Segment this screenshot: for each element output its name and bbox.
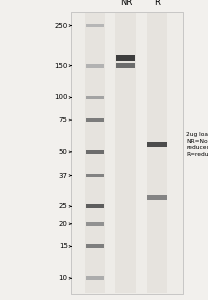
Text: 20: 20	[59, 221, 68, 227]
Text: NR: NR	[120, 0, 132, 7]
FancyBboxPatch shape	[86, 95, 104, 99]
FancyBboxPatch shape	[86, 150, 104, 154]
FancyBboxPatch shape	[71, 12, 183, 294]
FancyBboxPatch shape	[86, 64, 104, 68]
FancyBboxPatch shape	[116, 63, 135, 68]
FancyBboxPatch shape	[86, 24, 104, 28]
FancyBboxPatch shape	[147, 195, 167, 200]
Text: 15: 15	[59, 243, 68, 249]
FancyBboxPatch shape	[86, 118, 104, 122]
FancyBboxPatch shape	[85, 13, 105, 293]
Text: 250: 250	[54, 22, 68, 28]
Text: 100: 100	[54, 94, 68, 100]
FancyBboxPatch shape	[86, 204, 104, 208]
FancyBboxPatch shape	[86, 222, 104, 226]
Text: 10: 10	[59, 275, 68, 281]
Text: 25: 25	[59, 203, 68, 209]
FancyBboxPatch shape	[86, 244, 104, 248]
Text: R: R	[154, 0, 160, 7]
Text: 37: 37	[59, 172, 68, 178]
FancyBboxPatch shape	[86, 174, 104, 178]
FancyBboxPatch shape	[147, 13, 167, 293]
FancyBboxPatch shape	[116, 55, 135, 62]
FancyBboxPatch shape	[115, 13, 136, 293]
Text: 2ug loading
NR=Non-
reduced
R=reduced: 2ug loading NR=Non- reduced R=reduced	[186, 132, 208, 157]
Text: 75: 75	[59, 117, 68, 123]
Text: 50: 50	[59, 149, 68, 155]
Text: 150: 150	[54, 63, 68, 69]
FancyBboxPatch shape	[86, 276, 104, 280]
FancyBboxPatch shape	[147, 142, 167, 147]
